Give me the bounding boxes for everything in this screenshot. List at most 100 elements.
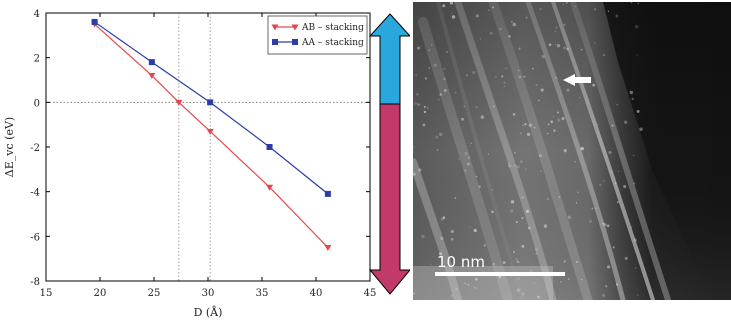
micrograph-speckle [607,225,610,228]
data-point-aa [92,19,98,25]
micrograph-speckle [604,223,607,226]
micrograph-speckle [563,262,565,264]
micrograph-speckle [541,88,544,91]
micrograph-speckle [557,44,560,47]
micrograph-speckle [595,208,596,209]
y-axis-label: ΔE_vc (eV) [3,117,16,177]
micrograph-speckle [495,76,497,78]
micrograph-speckle [439,133,442,136]
micrograph-speckle [469,145,470,146]
micrograph-speckle [522,125,523,126]
legend-label-aa: AA – stacking [301,38,364,48]
x-tick-label: 35 [256,288,269,299]
micrograph-speckle [563,24,565,26]
micrograph-speckle [522,245,525,248]
micrograph-speckle [508,165,511,168]
micrograph-speckle [603,54,605,56]
x-tick-label: 40 [310,288,323,299]
micrograph-speckle [424,106,426,108]
micrograph-speckle [553,116,554,117]
micrograph-speckle [608,151,611,154]
micrograph-speckle [539,154,542,157]
micrograph-speckle [631,227,632,228]
micrograph-speckle [555,27,557,29]
micrograph-speckle [466,74,468,76]
micrograph-speckle [446,51,448,53]
micrograph-speckle [557,111,559,113]
micrograph-speckle [520,160,523,163]
micrograph-speckle [427,107,429,109]
micrograph-speckle [514,165,515,166]
micrograph-speckle [518,47,520,49]
micrograph-speckle [602,294,605,297]
micrograph-speckle [512,23,516,27]
arrow-up-head [370,14,410,104]
micrograph-speckle [579,97,580,98]
micrograph-speckle [464,106,466,108]
micrograph-speckle [464,152,468,156]
micrograph-speckle [637,294,639,296]
micrograph-speckle [536,253,538,255]
micrograph-speckle [439,93,441,95]
y-tick-label: 2 [34,54,40,65]
micrograph-speckle [616,283,618,285]
micrograph-speckle [414,102,417,105]
micrograph-speckle [548,123,550,125]
micrograph-speckle [635,267,637,269]
micrograph-speckle [415,74,416,75]
micrograph-speckle [550,120,553,123]
micrograph-speckle [437,149,439,151]
micrograph-speckle [566,48,569,51]
micrograph-speckle [476,176,478,178]
micrograph-speckle [613,246,615,248]
micrograph-speckle [440,237,443,240]
micrograph-speckle [518,75,521,78]
x-tick-label: 45 [364,288,377,299]
micrograph-speckle [492,263,495,266]
micrograph-image: 10 nm [413,2,731,300]
micrograph-speckle [480,38,481,39]
micrograph-speckle [633,183,635,185]
micrograph-speckle [607,265,610,268]
micrograph-speckle [467,163,470,166]
micrograph-speckle [429,67,431,69]
micrograph-speckle [566,2,568,4]
y-tick-label: 0 [34,98,40,109]
micrograph-speckle [430,264,431,265]
micrograph-speckle [501,75,503,77]
x-axis-label: D (Å) [194,305,223,319]
micrograph-speckle [538,100,540,102]
data-point-aa [149,59,155,65]
micrograph-speckle [442,4,445,7]
micrograph-speckle [524,123,526,125]
micrograph-speckle [535,248,538,251]
micrograph-speckle [625,257,628,260]
micrograph-speckle [423,123,426,126]
micrograph-speckle [455,92,456,93]
micrograph-speckle [527,133,530,136]
micrograph-speckle [597,124,598,125]
scale-bar-label: 10 nm [437,253,485,271]
micrograph-speckle [633,155,634,156]
micrograph-speckle [468,156,471,159]
micrograph-speckle [603,180,604,181]
micrograph-speckle [476,14,479,17]
micrograph-speckle [611,124,613,126]
micrograph-speckle [491,210,494,213]
micrograph-speckle [526,210,529,213]
micrograph-speckle [624,121,627,124]
micrograph-speckle [424,111,426,113]
micrograph-speckle [493,106,494,107]
micrograph-speckle [474,229,477,232]
micrograph-speckle [618,171,619,172]
micrograph-speckle [416,93,419,96]
micrograph-speckle [434,64,437,67]
legend: AB – stackingAA – stacking [268,16,367,54]
micrograph-speckle [513,251,515,253]
micrograph-speckle [555,77,557,79]
micrograph-speckle [605,285,607,287]
micrograph-speckle [559,196,561,198]
micrograph-speckle [540,170,541,171]
micrograph-speckle [516,165,519,168]
micrograph-speckle [421,235,425,239]
